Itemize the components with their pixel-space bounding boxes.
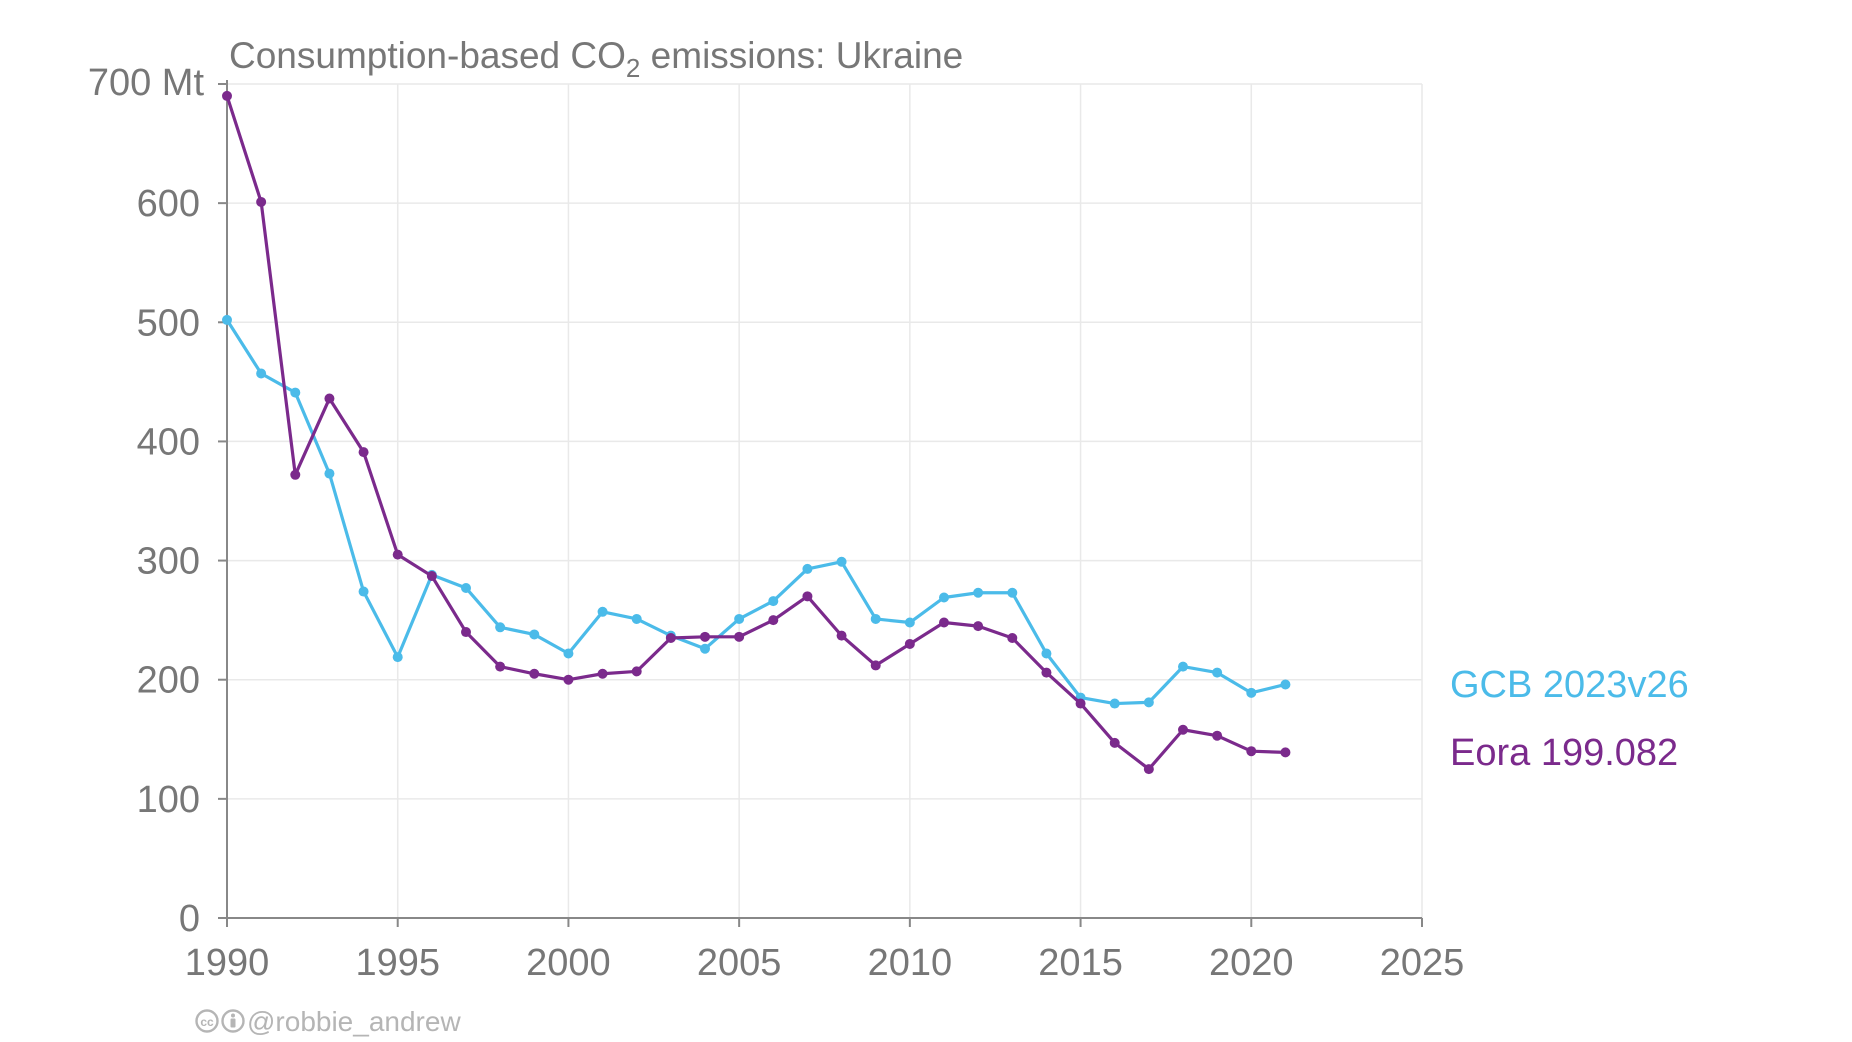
data-point bbox=[631, 613, 642, 624]
title-suffix: emissions: Ukraine bbox=[640, 35, 963, 76]
y-tick-label: 400 bbox=[137, 421, 200, 463]
data-point bbox=[1075, 698, 1086, 709]
data-point bbox=[802, 591, 813, 602]
data-point bbox=[256, 368, 267, 379]
data-point bbox=[1143, 697, 1154, 708]
y-tick-label: 600 bbox=[137, 183, 200, 225]
attribution-icon bbox=[221, 1009, 245, 1033]
x-tick-labels: 1990 1995 2000 2005 2010 2015 2020 2025 bbox=[185, 942, 1465, 984]
y-axis-top-label: 700 Mt bbox=[88, 62, 205, 104]
data-point bbox=[904, 638, 915, 649]
svg-text:cc: cc bbox=[200, 1015, 214, 1029]
data-point bbox=[700, 643, 710, 654]
data-point bbox=[665, 633, 676, 644]
data-point bbox=[1041, 648, 1052, 659]
data-point bbox=[222, 90, 232, 101]
data-point bbox=[290, 387, 301, 398]
data-point bbox=[870, 660, 881, 671]
title-main: Consumption-based CO bbox=[229, 35, 626, 76]
data-point bbox=[563, 648, 574, 659]
data-point bbox=[222, 314, 232, 325]
data-point bbox=[1246, 746, 1257, 757]
x-tick-label: 2025 bbox=[1380, 942, 1465, 984]
data-point bbox=[597, 668, 608, 679]
data-point bbox=[1280, 747, 1291, 758]
data-point bbox=[1280, 679, 1291, 690]
series-label: Eora 199.082 bbox=[1450, 732, 1678, 774]
data-point bbox=[700, 631, 710, 642]
y-tick-label: 300 bbox=[137, 541, 200, 583]
data-point bbox=[1007, 587, 1018, 598]
data-point bbox=[836, 630, 847, 641]
data-point bbox=[392, 652, 403, 663]
data-point bbox=[392, 549, 403, 560]
x-tick-label: 1995 bbox=[355, 942, 440, 984]
data-point bbox=[1212, 667, 1223, 678]
data-point bbox=[939, 592, 949, 603]
y-tick-label: 100 bbox=[137, 779, 200, 821]
series-1 bbox=[222, 90, 1291, 775]
data-point bbox=[461, 582, 471, 593]
data-point bbox=[529, 668, 540, 679]
data-point bbox=[461, 627, 471, 638]
data-point bbox=[836, 556, 847, 567]
data-point bbox=[1007, 633, 1018, 644]
y-tick-label: 200 bbox=[137, 660, 200, 702]
data-point bbox=[1109, 698, 1120, 709]
series-line bbox=[225, 318, 1288, 706]
data-point bbox=[324, 468, 335, 479]
data-point bbox=[1246, 687, 1257, 698]
data-point bbox=[495, 661, 506, 672]
data-point bbox=[358, 447, 369, 458]
series-label: GCB 2023v26 bbox=[1450, 664, 1689, 706]
data-point bbox=[426, 571, 437, 582]
credit: cc @robbie_andrew bbox=[195, 1006, 461, 1038]
data-point bbox=[563, 674, 574, 685]
data-point bbox=[1178, 724, 1188, 735]
data-point bbox=[256, 196, 267, 207]
y-tick-label: 500 bbox=[137, 302, 200, 344]
x-tick-label: 2010 bbox=[868, 942, 953, 984]
chart-title: Consumption-based CO2 emissions: Ukraine bbox=[229, 35, 963, 83]
data-point bbox=[1212, 730, 1223, 741]
x-tick-label: 2015 bbox=[1038, 942, 1123, 984]
data-point bbox=[1143, 764, 1154, 775]
data-point bbox=[734, 613, 745, 624]
data-point bbox=[939, 617, 949, 628]
data-point bbox=[904, 617, 915, 628]
series-line bbox=[225, 94, 1288, 771]
x-tick-label: 2000 bbox=[526, 942, 611, 984]
data-point bbox=[1178, 661, 1188, 672]
series-0 bbox=[222, 314, 1291, 709]
data-point bbox=[1041, 667, 1052, 678]
data-point bbox=[324, 393, 335, 404]
creative-commons-icon: cc bbox=[195, 1009, 245, 1033]
data-point bbox=[529, 629, 540, 640]
data-point bbox=[290, 469, 301, 480]
data-point bbox=[631, 666, 642, 677]
x-tick-label: 2005 bbox=[697, 942, 782, 984]
data-point bbox=[768, 596, 779, 607]
credit-text: @robbie_andrew bbox=[247, 1006, 461, 1037]
x-tick-label: 2020 bbox=[1209, 942, 1294, 984]
data-point bbox=[973, 587, 984, 598]
data-point bbox=[495, 622, 506, 633]
data-point bbox=[734, 631, 745, 642]
title-subscript: 2 bbox=[626, 53, 640, 83]
y-tick-label: 0 bbox=[179, 898, 200, 940]
data-point bbox=[768, 615, 779, 626]
data-point bbox=[597, 606, 608, 617]
x-tick-label: 1990 bbox=[185, 942, 270, 984]
data-point bbox=[973, 621, 984, 632]
y-tick-labels: 0 100 200 300 400 500 600 bbox=[137, 183, 200, 940]
axes bbox=[218, 80, 1423, 927]
data-point bbox=[802, 563, 813, 574]
series-labels: GCB 2023v26 Eora 199.082 bbox=[1450, 664, 1689, 774]
data-point bbox=[358, 586, 369, 597]
series-group bbox=[222, 90, 1291, 775]
data-point bbox=[870, 613, 881, 624]
grid bbox=[227, 83, 1423, 918]
data-point bbox=[1109, 737, 1120, 748]
